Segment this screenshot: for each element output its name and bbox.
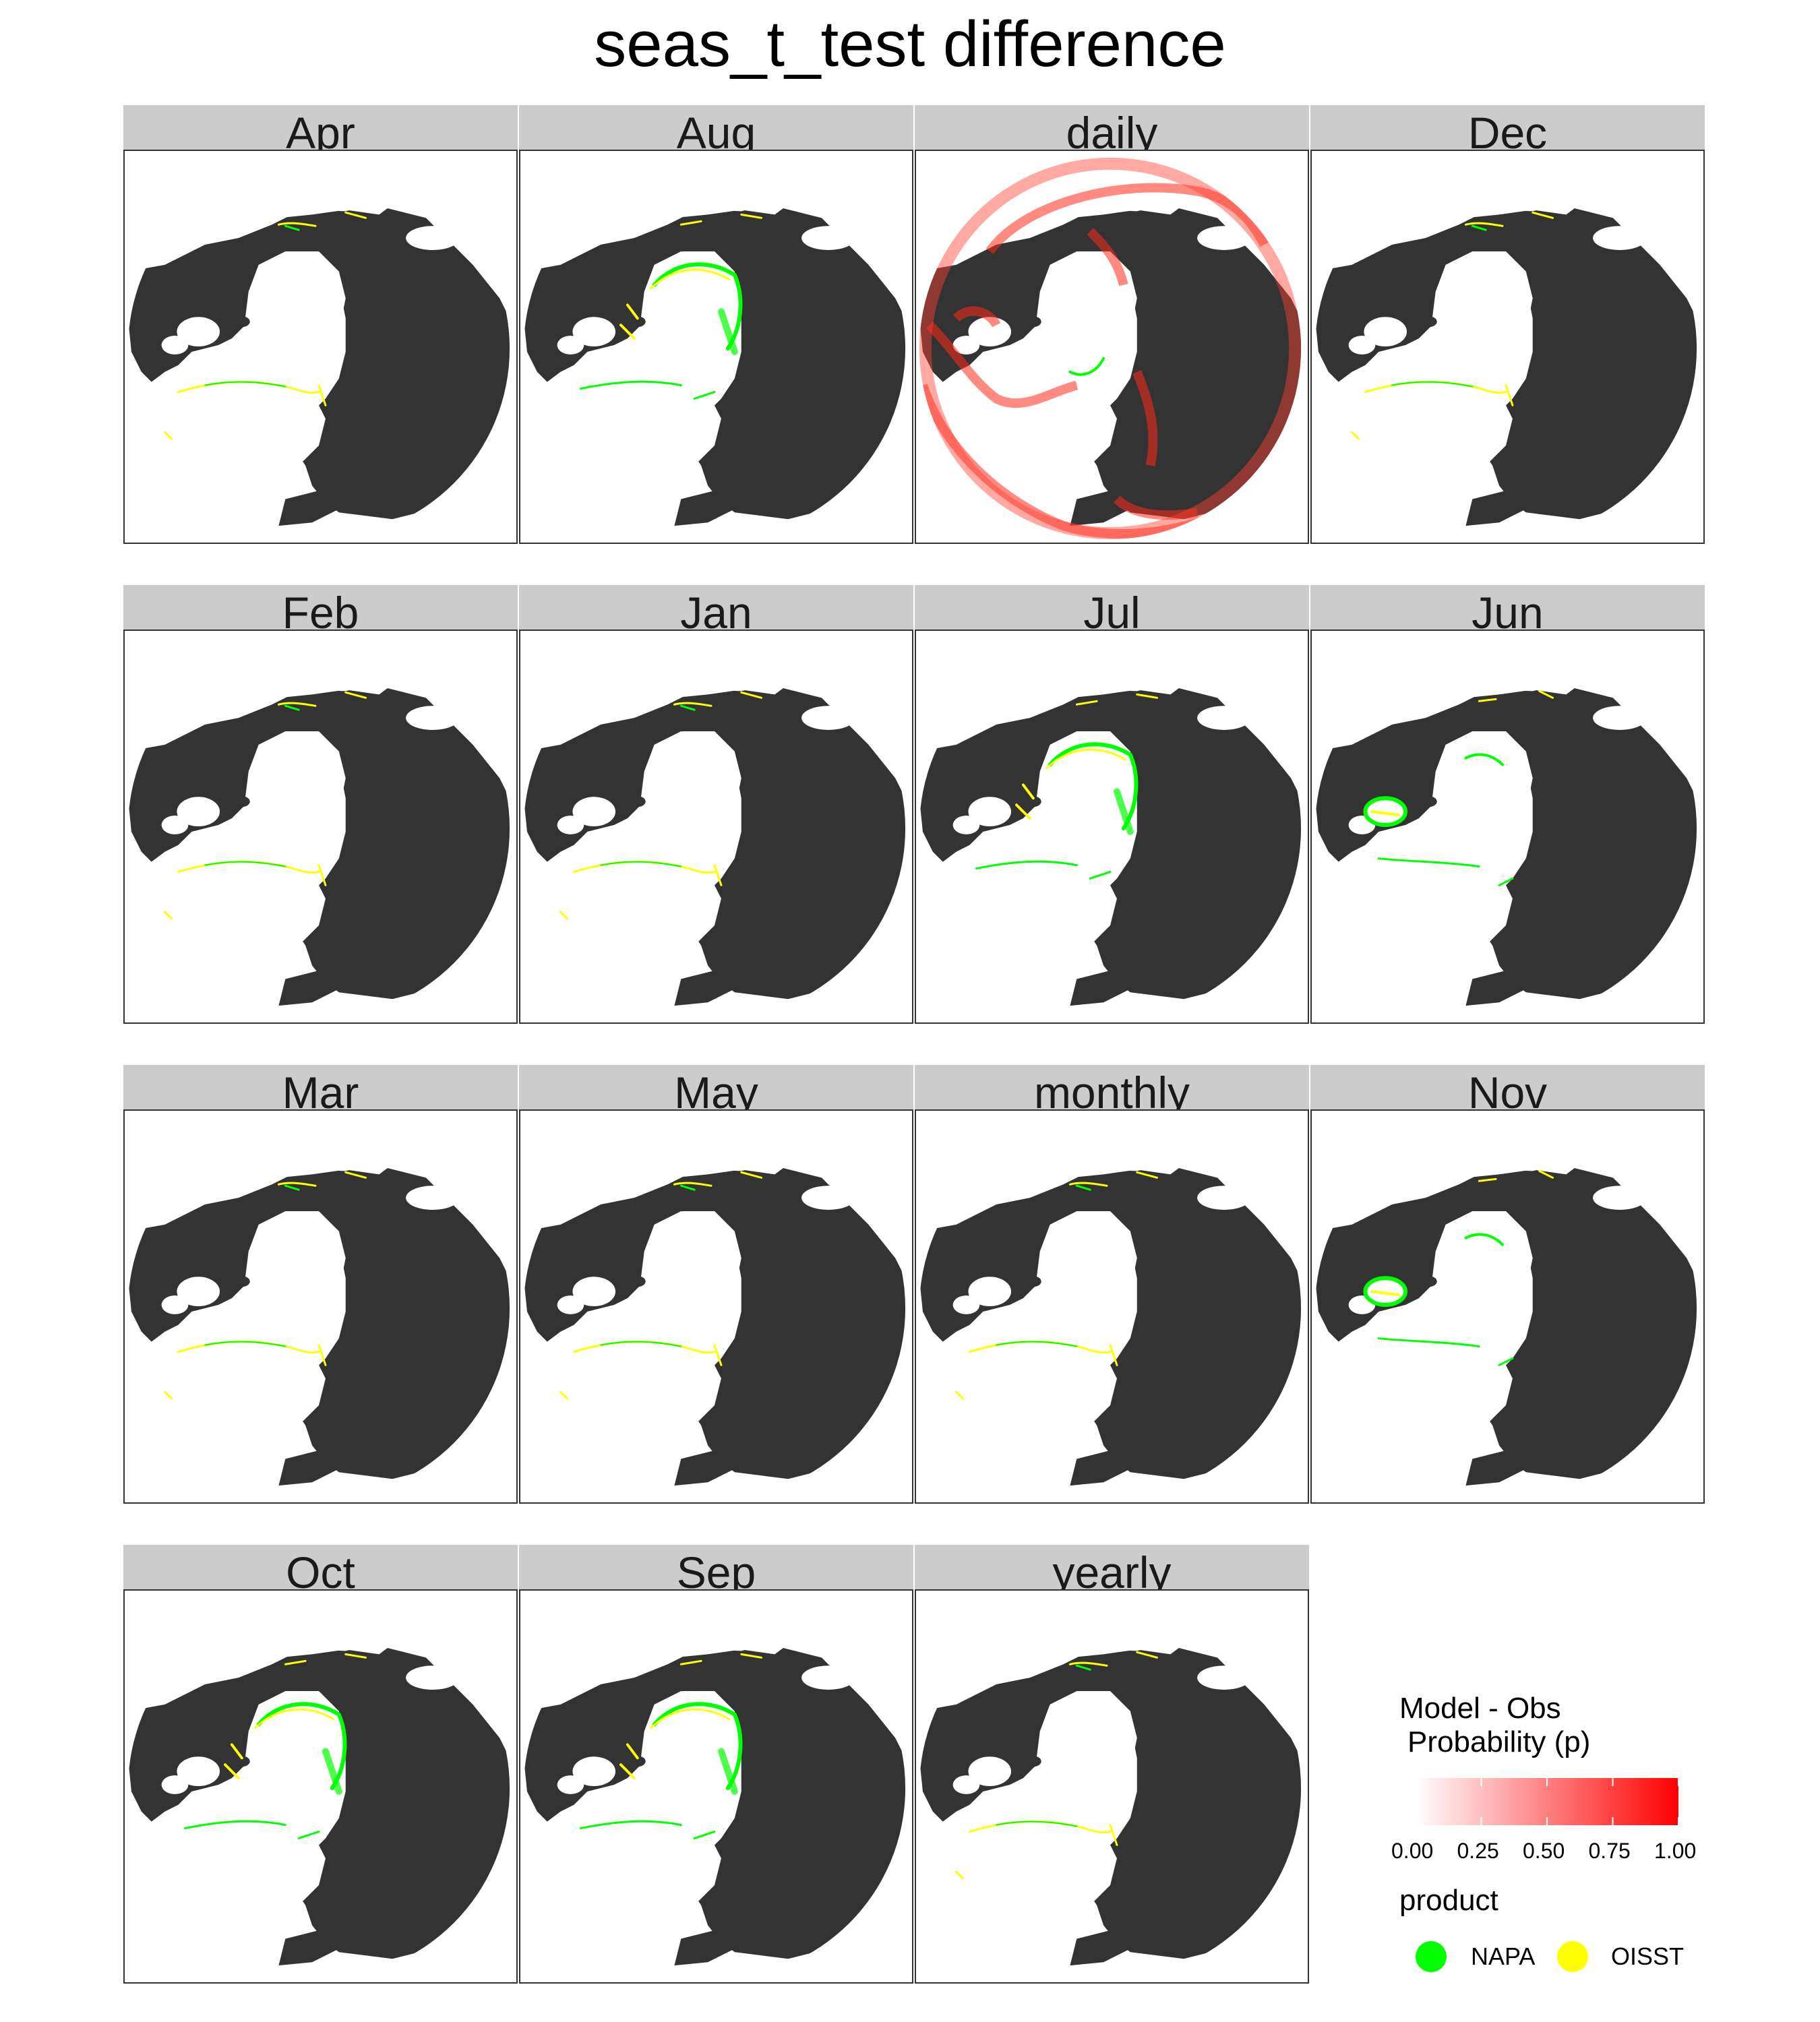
facet-map-jan bbox=[523, 637, 906, 1020]
facet-map-jul bbox=[919, 637, 1302, 1020]
facet-map-sep bbox=[523, 1597, 906, 1980]
facet-panel-monthly bbox=[915, 1109, 1309, 1504]
colorbar-tick-label: 0.50 bbox=[1523, 1839, 1565, 1863]
facet-strip-aug: Aug bbox=[519, 105, 913, 150]
facet-panel-apr bbox=[123, 150, 518, 544]
facet-strip-daily: daily bbox=[915, 105, 1309, 150]
colorbar-tick-label: 0.75 bbox=[1588, 1839, 1631, 1863]
legend-key-napa bbox=[1416, 1941, 1447, 1972]
facet-panel-oct bbox=[123, 1589, 518, 1984]
facet-strip-mar: Mar bbox=[123, 1065, 518, 1109]
facet-map-jun bbox=[1314, 637, 1697, 1020]
colorbar-tick-label: 0.25 bbox=[1457, 1839, 1499, 1863]
facet-strip-jun: Jun bbox=[1310, 585, 1705, 630]
facet-panel-may bbox=[519, 1109, 913, 1504]
facet-map-apr bbox=[127, 157, 510, 540]
facet-panel-dec bbox=[1310, 150, 1705, 544]
color-legend-title: product bbox=[1399, 1884, 1498, 1917]
colorbar-tick-label: 0.00 bbox=[1391, 1839, 1434, 1863]
legend-key-oisst bbox=[1557, 1941, 1588, 1972]
facet-map-may bbox=[523, 1117, 906, 1500]
facet-map-nov bbox=[1314, 1117, 1697, 1500]
facet-map-daily bbox=[919, 157, 1302, 540]
facet-strip-jan: Jan bbox=[519, 585, 913, 630]
chart-title: seas_t_test difference bbox=[594, 8, 1226, 80]
facet-panel-jul bbox=[915, 630, 1309, 1024]
facet-strip-nov: Nov bbox=[1310, 1065, 1705, 1109]
facet-strip-oct: Oct bbox=[123, 1545, 518, 1589]
facet-map-mar bbox=[127, 1117, 510, 1500]
facet-panel-feb bbox=[123, 630, 518, 1024]
facet-strip-apr: Apr bbox=[123, 105, 518, 150]
fill-colorbar bbox=[1415, 1778, 1679, 1825]
facet-strip-yearly: yearly bbox=[915, 1545, 1309, 1589]
facet-panel-sep bbox=[519, 1589, 913, 1984]
facet-panel-mar bbox=[123, 1109, 518, 1504]
facet-map-dec bbox=[1314, 157, 1697, 540]
facet-panel-jun bbox=[1310, 630, 1705, 1024]
fill-legend-title-line2: Probability (p) bbox=[1407, 1725, 1591, 1758]
facet-strip-feb: Feb bbox=[123, 585, 518, 630]
facet-strip-monthly: monthly bbox=[915, 1065, 1309, 1109]
fill-legend-title-line1: Model - Obs bbox=[1399, 1692, 1561, 1725]
facet-strip-dec: Dec bbox=[1310, 105, 1705, 150]
facet-map-yearly bbox=[919, 1597, 1302, 1980]
facet-panel-yearly bbox=[915, 1589, 1309, 1984]
facet-map-aug bbox=[523, 157, 906, 540]
facet-panel-nov bbox=[1310, 1109, 1705, 1504]
legend-label-oisst: OISST bbox=[1611, 1942, 1685, 1970]
facet-panel-daily bbox=[915, 150, 1309, 544]
colorbar-tick-label: 1.00 bbox=[1654, 1839, 1697, 1863]
legend-label-napa: NAPA bbox=[1471, 1942, 1536, 1970]
facet-map-monthly bbox=[919, 1117, 1302, 1500]
facet-panel-aug bbox=[519, 150, 913, 544]
facet-map-feb bbox=[127, 637, 510, 1020]
facet-strip-may: May bbox=[519, 1065, 913, 1109]
facet-strip-sep: Sep bbox=[519, 1545, 913, 1589]
legend: Model - Obs Probability (p) 0.00 0.25 0.50… bbox=[1375, 1685, 1780, 2009]
facet-strip-jul: Jul bbox=[915, 585, 1309, 630]
facet-panel-jan bbox=[519, 630, 913, 1024]
facet-map-oct bbox=[127, 1597, 510, 1980]
